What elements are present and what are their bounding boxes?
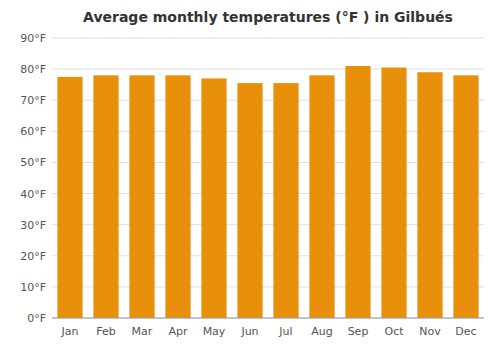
y-tick-label: 50°F: [20, 156, 46, 169]
chart-svg: Average monthly temperatures (°F ) in Gi…: [0, 0, 500, 350]
bar: [237, 83, 262, 318]
y-tick-label: 0°F: [27, 312, 46, 325]
y-tick-label: 30°F: [20, 219, 46, 232]
x-tick-label: Nov: [419, 325, 441, 338]
bar: [93, 75, 118, 318]
x-tick-label: Aug: [311, 325, 332, 338]
x-tick-label: Jan: [61, 325, 79, 338]
x-tick-label: Apr: [168, 325, 188, 338]
bar: [453, 75, 478, 318]
grid-line: [52, 69, 484, 70]
bar: [57, 77, 82, 318]
bar: [417, 72, 442, 318]
x-tick-label: Oct: [384, 325, 404, 338]
y-tick-label: 20°F: [20, 250, 46, 263]
x-tick-label: Jul: [278, 325, 292, 338]
bar: [165, 75, 190, 318]
y-tick-label: 10°F: [20, 281, 46, 294]
chart-container: Average monthly temperatures (°F ) in Gi…: [0, 0, 500, 350]
y-axis: 0°F 10°F 20°F 30°F 40°F 50°F 60°F 70°F 80°F 90°F: [20, 32, 46, 325]
y-tick-label: 40°F: [20, 188, 46, 201]
x-tick-label: Sep: [348, 325, 369, 338]
y-tick-label: 80°F: [20, 63, 46, 76]
x-tick-label: Feb: [96, 325, 115, 338]
x-tick-label: May: [203, 325, 226, 338]
x-tick-label: Mar: [132, 325, 153, 338]
bar: [309, 75, 334, 318]
page: {"chart_data": {"type": "bar", "title": …: [0, 0, 500, 350]
bar: [273, 83, 298, 318]
bar: [381, 68, 406, 318]
x-tick-label: Dec: [455, 325, 476, 338]
bars: [57, 66, 478, 318]
bar: [129, 75, 154, 318]
y-tick-label: 70°F: [20, 94, 46, 107]
grid-line: [52, 38, 484, 39]
y-tick-label: 90°F: [20, 32, 46, 45]
chart-title: Average monthly temperatures (°F ) in Gi…: [83, 9, 453, 25]
x-axis-line: [52, 318, 484, 319]
grid: [52, 38, 484, 318]
bar: [345, 66, 370, 318]
y-tick-label: 60°F: [20, 125, 46, 138]
bar: [201, 78, 226, 318]
grid-line: [52, 318, 484, 319]
x-tick-label: Jun: [240, 325, 258, 338]
x-axis: Jan Feb Mar Apr May Jun Jul Aug Sep Oct Nov Dec: [61, 325, 477, 338]
